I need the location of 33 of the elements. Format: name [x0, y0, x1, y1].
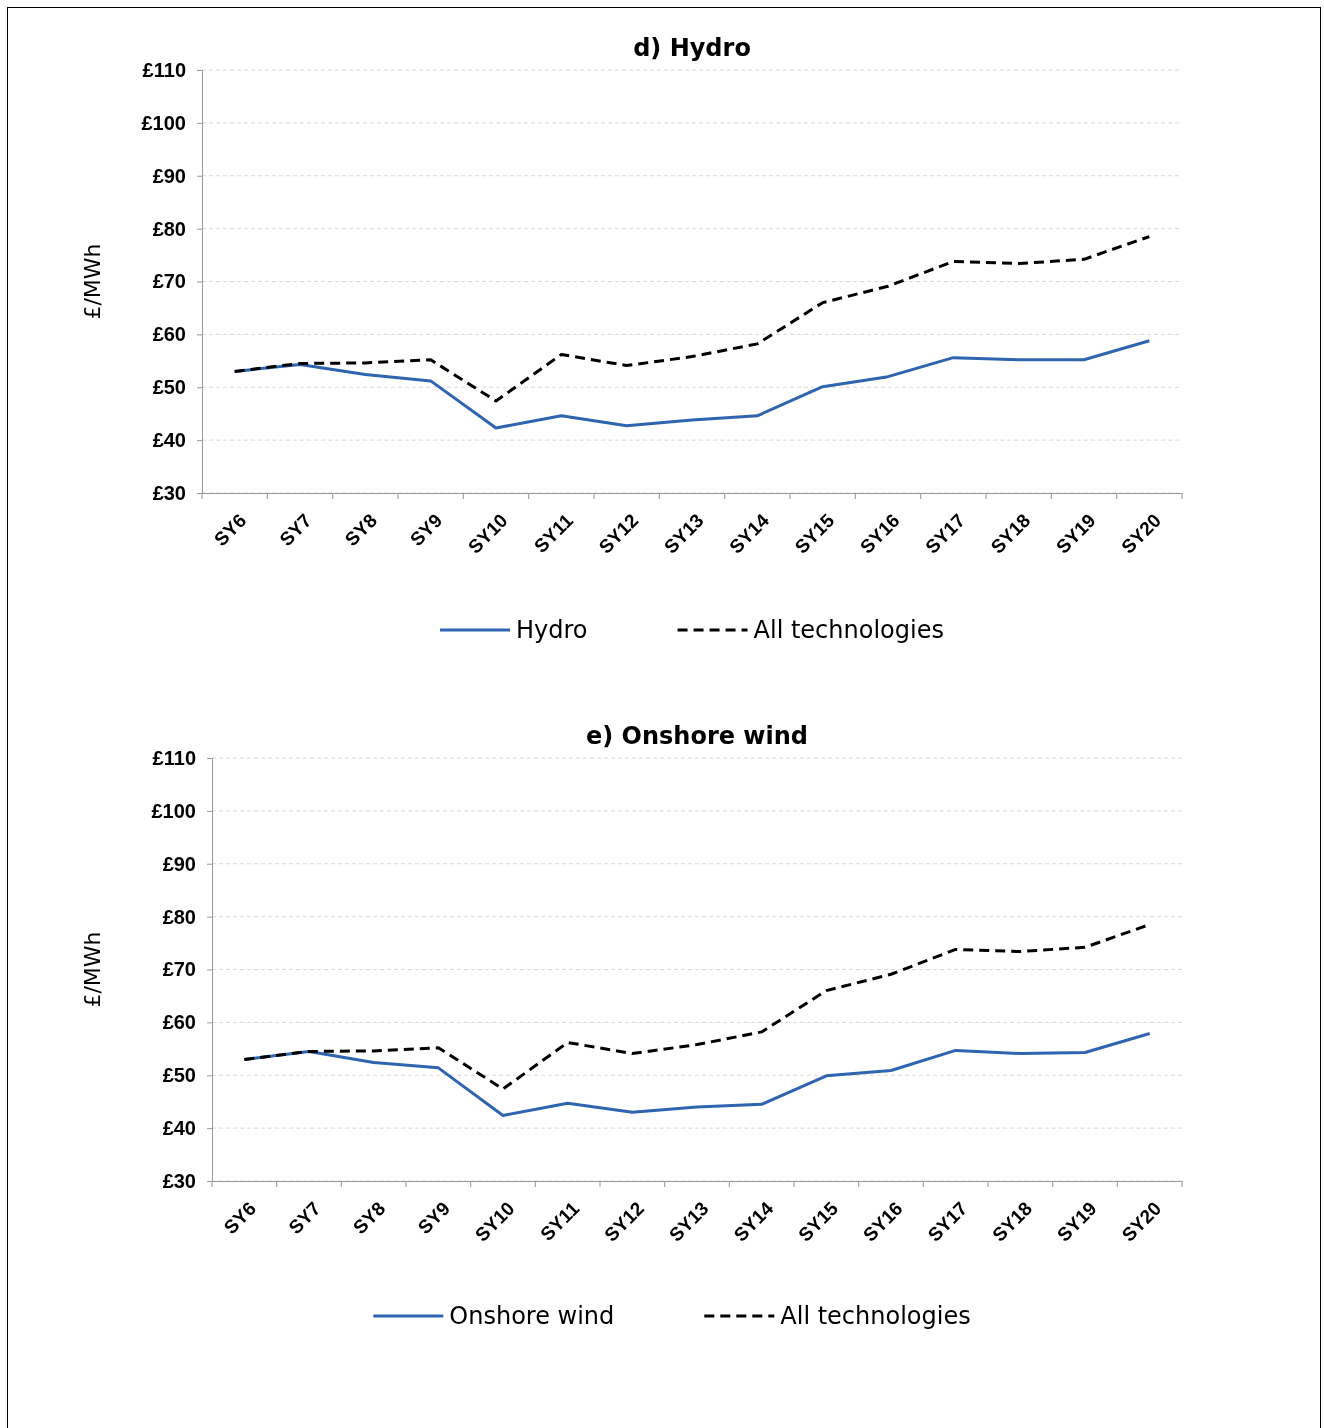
- y-tick-label: £50: [162, 1064, 196, 1087]
- legend-label: All technologies: [780, 1302, 971, 1330]
- x-tick-label: SY6: [219, 1197, 260, 1239]
- legend-label: Hydro: [516, 616, 588, 644]
- legend-label: Onshore wind: [449, 1302, 615, 1330]
- y-tick-label: £90: [152, 164, 186, 187]
- y-axis-title: £/MWh: [80, 931, 105, 1008]
- y-tick-label: £30: [162, 1169, 196, 1192]
- x-tick-label: SY9: [413, 1197, 454, 1239]
- y-tick-label: £40: [162, 1117, 196, 1140]
- y-tick-label: £60: [152, 323, 186, 346]
- y-tick-label: £110: [142, 58, 186, 81]
- x-tick-label: SY8: [349, 1197, 390, 1239]
- y-axis-title: £/MWh: [80, 243, 105, 320]
- y-tick-label: £80: [152, 217, 186, 240]
- y-tick-label: £110: [152, 746, 196, 769]
- y-tick-label: £60: [162, 1011, 196, 1034]
- y-tick-label: £90: [162, 852, 196, 875]
- y-tick-label: £100: [141, 111, 186, 134]
- y-tick-label: £40: [152, 429, 186, 452]
- x-tick-label: SY8: [340, 509, 381, 551]
- x-tick-label: SY6: [210, 509, 251, 551]
- chart-title: e) Onshore wind: [585, 722, 809, 750]
- y-tick-label: £70: [152, 270, 186, 293]
- y-tick-label: £100: [151, 799, 196, 822]
- y-tick-label: £70: [162, 958, 196, 981]
- line-series: [233, 235, 1151, 403]
- y-tick-label: £30: [152, 481, 186, 504]
- chart-title: d) Hydro: [633, 34, 751, 62]
- legend-label: All technologies: [753, 616, 944, 644]
- y-tick-label: £80: [162, 905, 196, 928]
- y-tick-label: £50: [152, 376, 186, 399]
- x-tick-label: SY9: [406, 509, 447, 551]
